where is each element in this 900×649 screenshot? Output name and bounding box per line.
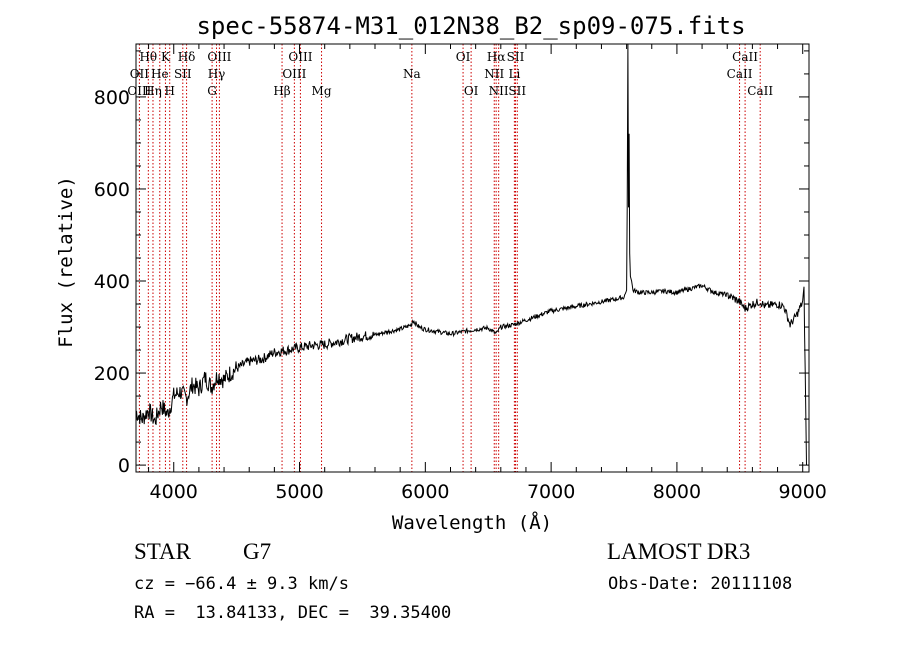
x-tick-label: 5000 (275, 481, 323, 503)
spectrum-line (135, 43, 807, 466)
spectral-line-label: Hδ (178, 50, 196, 64)
spectral-line-label: OIII (288, 50, 312, 64)
y-tick-label: 800 (94, 87, 130, 109)
y-tick-label: 600 (94, 179, 130, 201)
chart-title: spec-55874-M31_012N38_B2_sp09-075.fits (196, 12, 745, 40)
spectral-line-label: CaII (732, 50, 758, 64)
survey-name: LAMOST DR3 (607, 539, 751, 564)
y-tick-label: 0 (118, 455, 130, 477)
spectral-line-label: Hθ (139, 50, 157, 64)
spectral-line-label: SII (507, 50, 525, 64)
spectral-line-label: G (207, 84, 217, 98)
y-axis-label: Flux (relative) (55, 176, 77, 348)
spectral-line-label: OI (464, 84, 479, 98)
spectral-line-label: CaII (727, 67, 753, 81)
spectral-line-label: Hβ (273, 84, 290, 98)
y-axis: 0 200 400 600 800 (94, 50, 809, 477)
x-tick-label: 9000 (779, 481, 827, 503)
plot-frame (135, 43, 810, 473)
spectral-line-label: K (161, 50, 171, 64)
spectral-line-label: Mg (312, 84, 332, 98)
x-axis-label: Wavelength (Å) (392, 511, 552, 534)
y-tick-label: 400 (94, 271, 130, 293)
spectral-line-label: OIII (207, 50, 231, 64)
coordinates-text: RA = 13.84133, DEC = 39.35400 (134, 603, 452, 623)
redshift-text: cz = −66.4 ± 9.3 km/s (134, 574, 349, 594)
x-tick-label: 4000 (150, 481, 198, 503)
spectral-line-label: OIII (127, 84, 151, 98)
y-tick-label: 200 (94, 363, 130, 385)
x-tick-label: 8000 (653, 481, 701, 503)
spectral-line-label: NII (484, 67, 504, 81)
object-class: STAR (134, 539, 191, 564)
spectral-line-label: H (164, 84, 174, 98)
spectral-line-label: OIII (282, 67, 306, 81)
x-tick-label: 6000 (401, 481, 449, 503)
spectral-line-label: NII (489, 84, 509, 98)
object-subclass: G7 (243, 539, 272, 564)
obs-date: Obs-Date: 20111108 (608, 574, 793, 594)
spectral-line-label: He (151, 67, 169, 81)
x-tick-label: 7000 (527, 481, 575, 503)
spectral-line-label: Na (403, 67, 421, 81)
spectral-line-label: CaII (747, 84, 773, 98)
spectral-line-label: Hγ (208, 67, 226, 81)
spectral-line-label: OI (456, 50, 471, 64)
spectral-line-label: SII (174, 67, 192, 81)
spectral-line-label: SII (508, 84, 526, 98)
spectral-line-label: Hα (487, 50, 506, 64)
spectral-line-label: Hη (144, 84, 162, 98)
x-axis: 4000 5000 6000 7000 8000 9000 (148, 44, 827, 503)
spectral-line-markers (138, 44, 761, 472)
spectral-line-label: Li (508, 67, 520, 81)
